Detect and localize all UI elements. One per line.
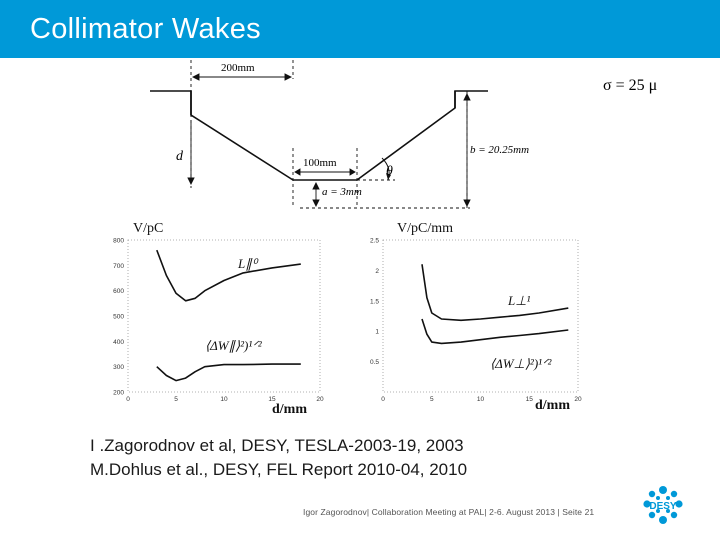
series-line-1 — [421, 264, 569, 322]
y-axis-label: V/pC — [133, 221, 163, 236]
curve-annotation: ⟨ΔW∥⟩²)¹ᐟ² — [205, 338, 263, 353]
y-tick-label: 500 — [113, 314, 124, 321]
slide-title: Collimator Wakes — [30, 13, 261, 45]
x-tick-label: 10 — [477, 396, 485, 403]
x-tick-label: 5 — [430, 396, 434, 403]
y-tick-label: 800 — [113, 238, 124, 245]
references: I .Zagorodnov et al, DESY, TESLA-2003-19… — [90, 434, 467, 482]
y-tick-label: 200 — [113, 390, 124, 397]
x-axis-label: d/mm — [272, 402, 307, 417]
x-axis-label: d/mm — [535, 398, 570, 413]
sigma-label: σ = 25 μ — [603, 77, 657, 94]
plot-frame — [382, 239, 579, 393]
curve-annotation: L∥⁰ — [237, 256, 259, 271]
gap-label: a = 3mm — [322, 186, 362, 198]
series-line-2 — [421, 318, 569, 345]
series-line-1 — [156, 249, 301, 302]
y-tick-label: 600 — [113, 288, 124, 295]
reference-1: I .Zagorodnov et al, DESY, TESLA-2003-19… — [90, 436, 464, 455]
curve-annotation: ⟨ΔW⊥⟩²)¹ᐟ² — [490, 356, 553, 371]
transverse-wake-plot: 0.5 1 1.5 2 2.5 0 5 10 15 20 V/pC/mm d/mm L⊥¹ ⟨ΔW⊥⟩²)… — [370, 221, 582, 413]
x-tick-label: 5 — [174, 396, 178, 403]
x-tick-label: 0 — [126, 396, 130, 403]
y-axis-label: V/pC/mm — [397, 221, 453, 236]
curve-annotation: L⊥¹ — [507, 293, 531, 308]
x-tick-label: 10 — [220, 396, 228, 403]
half-height-label: b = 20.25mm — [470, 144, 529, 156]
series-line-2 — [156, 363, 301, 382]
plot-frame — [127, 239, 321, 393]
angle-label: θ — [386, 164, 393, 179]
x-tick-label: 0 — [381, 396, 385, 403]
desy-logo-text: DESY — [649, 501, 677, 512]
y-tick-label: 0.5 — [370, 359, 379, 366]
y-tick-label: 2 — [375, 268, 379, 275]
x-tick-label: 15 — [526, 396, 534, 403]
collimator-geometry-diagram: 200mm 100mm a = 3mm d b = 20.25mm θ σ = … — [150, 60, 657, 209]
flat-width-label: 100mm — [303, 157, 337, 169]
x-tick-label: 20 — [316, 396, 324, 403]
y-tick-label: 1.5 — [370, 298, 379, 305]
y-tick-label: 2.5 — [370, 238, 379, 245]
y-tick-label: 700 — [113, 263, 124, 270]
title-bar: Collimator Wakes — [0, 0, 720, 58]
reference-2: M.Dohlus et al., DESY, FEL Report 2010-0… — [90, 460, 468, 479]
y-tick-label: 400 — [113, 339, 124, 346]
desy-logo: DESY — [643, 486, 683, 524]
longitudinal-wake-plot: 200 300 400 500 600 700 800 0 5 10 15 20 V/pC d/mm L∥⁰… — [113, 221, 324, 417]
x-tick-label: 15 — [268, 396, 276, 403]
depth-label: d — [176, 149, 184, 164]
y-tick-label: 1 — [375, 329, 379, 336]
y-tick-label: 300 — [113, 364, 124, 371]
footer-text: Igor Zagorodnov| Collaboration Meeting a… — [303, 507, 595, 517]
x-tick-label: 20 — [574, 396, 582, 403]
top-width-label: 200mm — [221, 62, 255, 74]
